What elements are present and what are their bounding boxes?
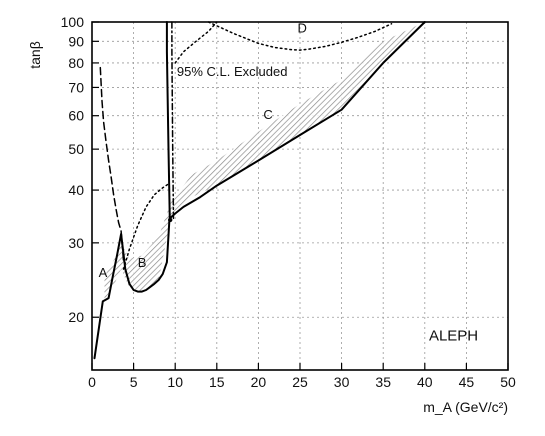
region-d-label: D bbox=[298, 20, 307, 35]
y-tick-label: 50 bbox=[68, 141, 84, 157]
x-tick-label: 10 bbox=[167, 374, 183, 390]
x-tick-label: 0 bbox=[88, 374, 96, 390]
ticks: 0 5 10 15 20 25 30 35 40 45 50 20 30 40 50 60 70 80 90 100 bbox=[61, 14, 516, 390]
series-line-dotted-5 bbox=[174, 21, 218, 64]
region-c-label: C bbox=[263, 107, 272, 122]
series-layer bbox=[93, 21, 426, 360]
y-tick-label: 30 bbox=[68, 235, 84, 251]
region-a-label: A bbox=[99, 265, 108, 280]
x-tick-label: 35 bbox=[375, 374, 391, 390]
y-tick-label: 60 bbox=[68, 108, 84, 124]
experiment-label: ALEPH bbox=[429, 328, 478, 345]
region-b-label: B bbox=[138, 255, 147, 270]
excluded-region-label: 95% C.L. Excluded bbox=[177, 64, 288, 79]
x-tick-label: 20 bbox=[251, 374, 267, 390]
series-line-solid-0 bbox=[93, 21, 426, 360]
y-tick-label: 100 bbox=[61, 14, 85, 30]
exclusion-band-layer bbox=[104, 22, 425, 300]
series-line-dotted-2 bbox=[122, 182, 171, 270]
y-tick-label: 20 bbox=[68, 309, 84, 325]
series-line-dotted-6 bbox=[207, 21, 393, 51]
x-tick-label: 45 bbox=[459, 374, 475, 390]
x-tick-label: 25 bbox=[292, 374, 308, 390]
y-tick-label: 90 bbox=[68, 33, 84, 49]
y-tick-label: 70 bbox=[68, 79, 84, 95]
excluded-band-hatched bbox=[104, 22, 425, 300]
labels: tanβ m_A (GeV/c²) 95% C.L. Excluded ALEPH A B… bbox=[27, 20, 508, 415]
curve-junction-dot bbox=[168, 217, 173, 223]
x-tick-label: 40 bbox=[417, 374, 433, 390]
series-line-solid-3 bbox=[165, 21, 171, 221]
x-tick-label: 15 bbox=[209, 374, 225, 390]
x-tick-label: 30 bbox=[334, 374, 350, 390]
series-line-dashed-1 bbox=[99, 66, 125, 263]
series-line-dash-dot-4 bbox=[171, 21, 175, 221]
x-tick-label: 50 bbox=[500, 374, 516, 390]
y-axis-title: tanβ bbox=[27, 41, 43, 69]
y-tick-label: 80 bbox=[68, 55, 84, 71]
x-tick-label: 5 bbox=[130, 374, 138, 390]
grid bbox=[92, 22, 508, 370]
y-tick-label: 40 bbox=[68, 182, 84, 198]
x-axis-title: m_A (GeV/c²) bbox=[423, 399, 508, 415]
